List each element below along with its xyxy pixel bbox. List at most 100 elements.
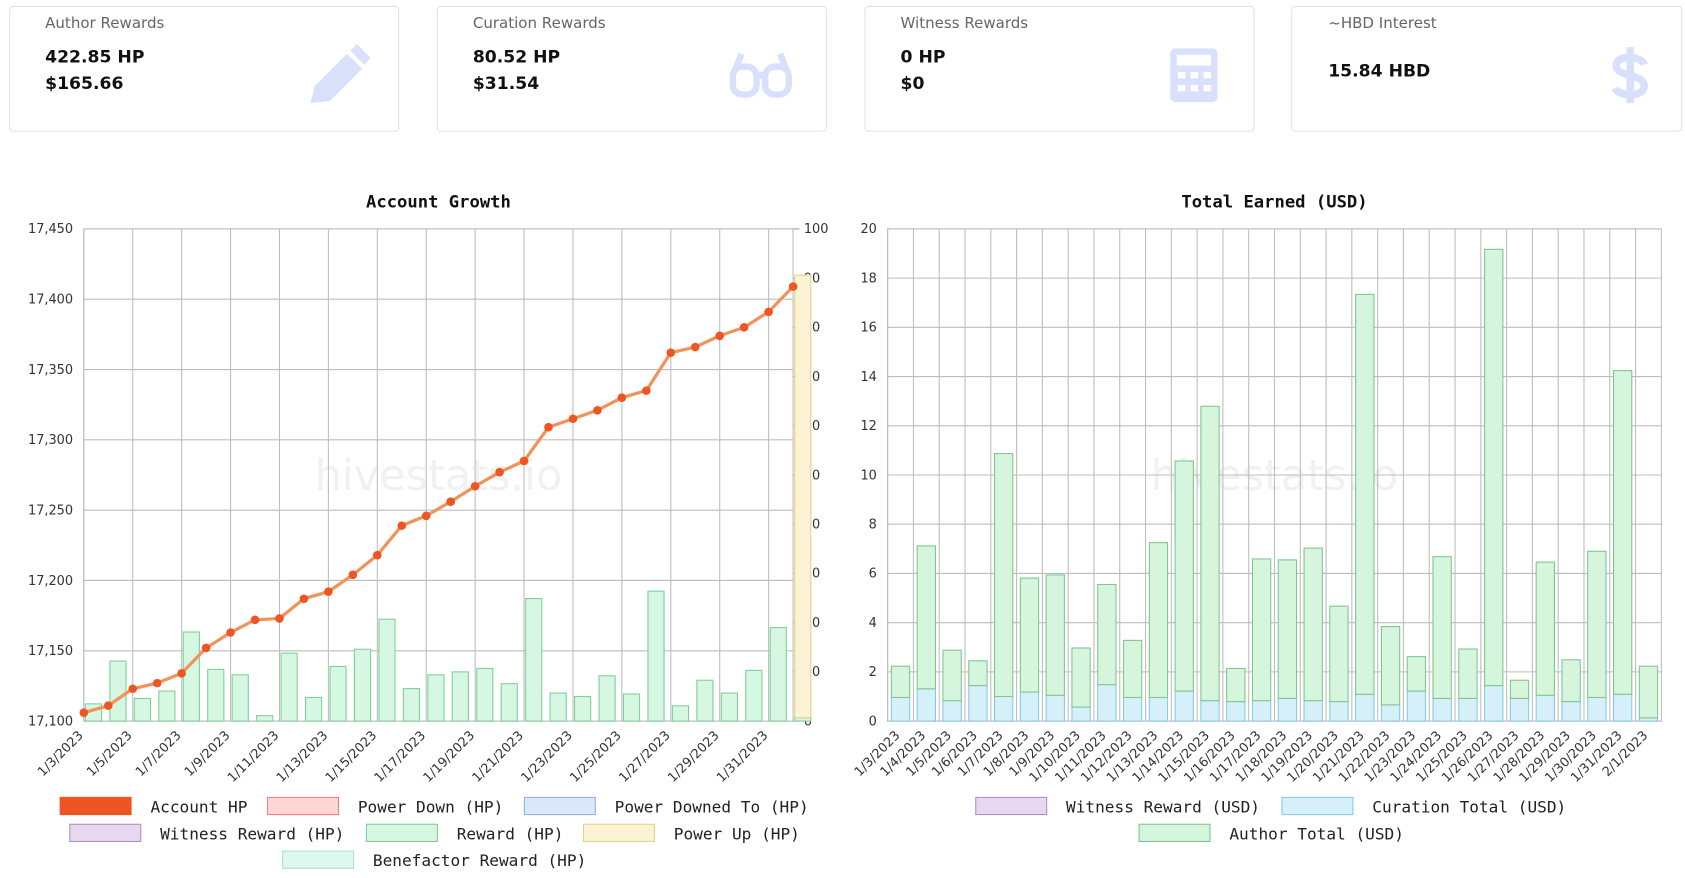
bar bbox=[1329, 605, 1349, 703]
x-tick-label: 1/23/2023 bbox=[518, 728, 575, 785]
point bbox=[495, 467, 504, 477]
legend-label: Power Down (HP) bbox=[358, 797, 503, 816]
bar bbox=[1587, 696, 1607, 722]
y-tick-label: 0 bbox=[869, 714, 877, 729]
legend-label: Reward (HP) bbox=[457, 824, 564, 843]
legend-label: Witness Reward (HP) bbox=[160, 824, 344, 843]
point bbox=[470, 481, 480, 491]
y-tick-label: 17,100 bbox=[28, 714, 73, 729]
bar bbox=[745, 669, 763, 722]
y-tick-label: 10 bbox=[860, 468, 876, 483]
bar bbox=[1380, 704, 1401, 722]
point bbox=[103, 701, 113, 710]
point bbox=[397, 521, 407, 530]
bar bbox=[1613, 370, 1633, 695]
point bbox=[690, 342, 700, 352]
bar bbox=[280, 652, 298, 722]
bar bbox=[1200, 405, 1220, 702]
bar bbox=[1535, 561, 1555, 696]
bar bbox=[231, 674, 249, 722]
point bbox=[275, 614, 284, 623]
point bbox=[128, 684, 138, 694]
card bbox=[1291, 5, 1683, 132]
y-tick-label: 17,250 bbox=[28, 503, 73, 518]
bar bbox=[1458, 648, 1478, 699]
card-value: 422.85 HP bbox=[45, 47, 144, 67]
bar bbox=[696, 679, 714, 722]
legend-swatch bbox=[282, 850, 355, 869]
card bbox=[864, 5, 1255, 132]
y-tick-label: 4 bbox=[869, 616, 877, 631]
y-tick-label: 17,200 bbox=[28, 574, 73, 589]
bar bbox=[1045, 574, 1065, 696]
plot-frame bbox=[887, 228, 1662, 722]
bar bbox=[1097, 583, 1117, 686]
bar bbox=[1406, 690, 1427, 722]
bar bbox=[1380, 626, 1401, 706]
x-tick-label: 1/13/2023 bbox=[274, 728, 331, 785]
legend-swatch bbox=[69, 823, 142, 842]
x-tick-label: 1/9/2023 bbox=[182, 728, 233, 779]
point bbox=[666, 348, 676, 357]
x-tick-label: 1/25/2023 bbox=[567, 728, 624, 785]
point bbox=[593, 406, 602, 415]
bar bbox=[1174, 460, 1194, 692]
bar bbox=[451, 671, 469, 722]
legend-swatch bbox=[59, 796, 132, 816]
y-tick-label: 17,400 bbox=[28, 293, 73, 308]
bar bbox=[109, 660, 127, 722]
y-tick-label: 12 bbox=[860, 419, 876, 434]
y-tick-label: 17,150 bbox=[28, 644, 73, 659]
bar bbox=[500, 683, 518, 722]
legend-label: Author Total (USD) bbox=[1229, 824, 1404, 843]
point bbox=[373, 550, 382, 560]
bar bbox=[1613, 693, 1633, 722]
bar bbox=[1355, 293, 1375, 695]
bar bbox=[968, 660, 988, 687]
pencil-icon bbox=[310, 44, 371, 104]
point bbox=[421, 511, 431, 521]
bar bbox=[1406, 656, 1427, 692]
y-tick-label: 6 bbox=[869, 567, 877, 582]
bar bbox=[525, 597, 543, 722]
bar bbox=[1638, 665, 1659, 719]
dollar-icon bbox=[1611, 47, 1648, 104]
x-tick-label: 1/7/2023 bbox=[133, 728, 184, 779]
bar bbox=[378, 618, 396, 722]
legend-swatch bbox=[975, 796, 1048, 816]
bar bbox=[1019, 577, 1040, 693]
bar bbox=[1509, 679, 1530, 699]
bar bbox=[1329, 701, 1349, 722]
chart-title: Account Growth bbox=[366, 192, 511, 212]
bar bbox=[476, 667, 494, 722]
x-tick-label: 1/19/2023 bbox=[421, 728, 478, 785]
bar bbox=[916, 545, 936, 690]
bar bbox=[305, 696, 323, 722]
bar bbox=[1148, 696, 1169, 722]
x-tick-label: 1/11/2023 bbox=[225, 728, 282, 785]
bar bbox=[158, 690, 176, 722]
bar bbox=[1484, 685, 1504, 722]
card-value: 80.52 HP bbox=[473, 47, 560, 67]
bar bbox=[1484, 248, 1504, 687]
legend-label: Power Up (HP) bbox=[674, 824, 800, 843]
point bbox=[299, 594, 309, 604]
x-tick-label: 1/29/2023 bbox=[665, 728, 722, 785]
bar bbox=[769, 627, 787, 722]
bar bbox=[1432, 697, 1452, 722]
point bbox=[79, 708, 89, 717]
y-tick-label: 20 bbox=[860, 222, 876, 237]
point bbox=[642, 386, 651, 395]
bar bbox=[549, 692, 567, 722]
legend-label: Curation Total (USD) bbox=[1372, 797, 1566, 816]
bar bbox=[720, 692, 738, 722]
point bbox=[250, 615, 260, 625]
bar bbox=[671, 705, 690, 722]
bar bbox=[353, 648, 372, 722]
bar bbox=[994, 695, 1014, 722]
y-tick-label: 16 bbox=[860, 321, 876, 336]
bar bbox=[329, 665, 347, 722]
y-tick-label: 17,350 bbox=[28, 363, 73, 378]
bar bbox=[1045, 694, 1065, 722]
y-tick-label: 17,450 bbox=[28, 222, 73, 237]
